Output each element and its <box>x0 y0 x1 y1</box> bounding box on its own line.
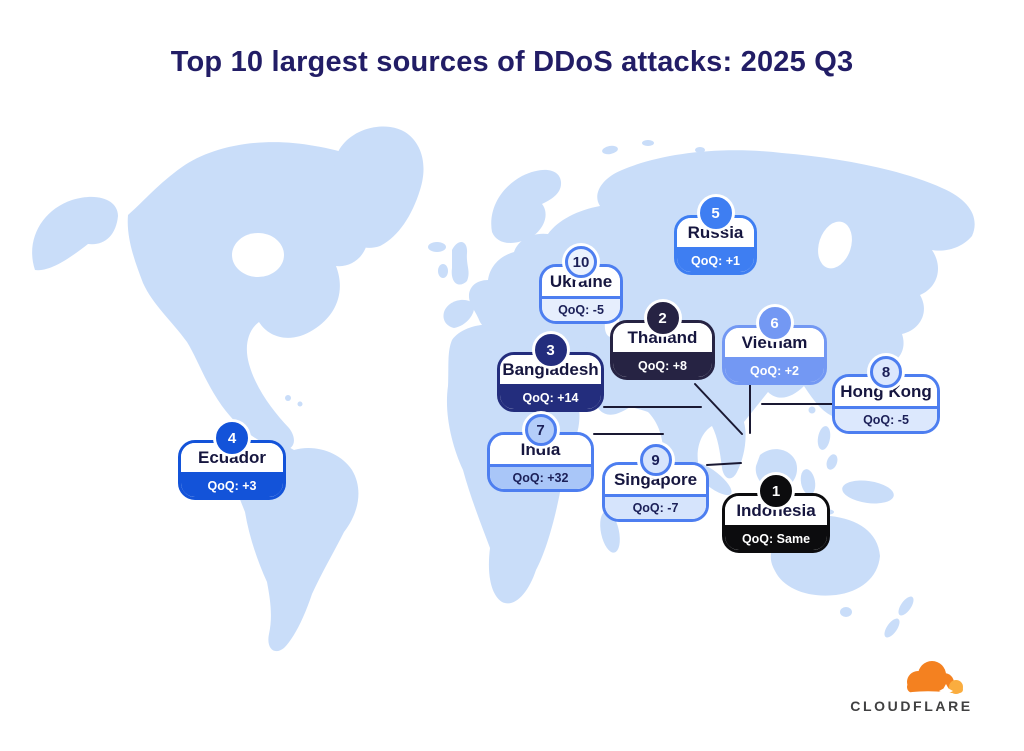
rank-badge: 4 <box>216 422 248 454</box>
connector-line-thailand <box>694 383 743 435</box>
cloudflare-wordmark: CLOUDFLARE <box>850 698 973 714</box>
connector-line-singapore <box>706 462 742 466</box>
country-callout-indonesia: 1 Indonesia QoQ: Same <box>722 475 830 553</box>
country-callout-vietnam: 6 Vietnam QoQ: +2 <box>722 307 827 385</box>
rank-badge: 6 <box>758 307 791 339</box>
country-callout-singapore: 9 Singapore QoQ: -7 <box>602 444 709 522</box>
qoq-change: QoQ: +2 <box>725 357 824 382</box>
cloudflare-cloud-icon <box>906 661 963 698</box>
rank-badge: 5 <box>699 197 732 229</box>
rank-badge: 7 <box>524 414 557 446</box>
country-callout-ecuador: 4 Ecuador QoQ: +3 <box>178 422 286 500</box>
country-callout-ukraine: 10 Ukraine QoQ: -5 <box>539 246 623 324</box>
country-callout-bangladesh: 3 Bangladesh QoQ: +14 <box>497 334 604 412</box>
qoq-change: QoQ: -7 <box>605 494 706 519</box>
rank-badge: 3 <box>534 334 567 366</box>
cloudflare-logo: CLOUDFLARE <box>829 658 994 714</box>
qoq-change: QoQ: -5 <box>542 296 620 321</box>
qoq-change: QoQ: +14 <box>500 384 601 409</box>
country-callout-russia: 5 Russia QoQ: +1 <box>674 197 757 275</box>
callout-card: India QoQ: +32 <box>487 432 594 492</box>
country-name: Ecuador <box>181 443 283 472</box>
country-callout-thailand: 2 Thailand QoQ: +8 <box>610 302 715 380</box>
country-name: Indonesia <box>725 496 827 525</box>
qoq-change: QoQ: +8 <box>613 352 712 377</box>
callout-card: Ukraine QoQ: -5 <box>539 264 623 324</box>
rank-badge: 1 <box>760 475 792 507</box>
country-callout-india: 7 India QoQ: +32 <box>487 414 594 492</box>
callout-card: Ecuador QoQ: +3 <box>178 440 286 500</box>
rank-badge: 9 <box>639 444 672 476</box>
country-name: Ukraine <box>542 267 620 296</box>
rank-badge: 8 <box>870 356 902 388</box>
qoq-change: QoQ: +1 <box>677 247 754 272</box>
country-callout-hong-kong: 8 Hong Kong QoQ: -5 <box>832 356 940 434</box>
rank-badge: 10 <box>565 246 597 278</box>
qoq-change: QoQ: +3 <box>181 472 283 497</box>
page-title: Top 10 largest sources of DDoS attacks: … <box>170 46 854 78</box>
rank-badge: 2 <box>646 302 679 334</box>
callout-card: Russia QoQ: +1 <box>674 215 757 275</box>
qoq-change: QoQ: Same <box>725 525 827 550</box>
qoq-change: QoQ: +32 <box>490 464 591 489</box>
qoq-change: QoQ: -5 <box>835 406 937 431</box>
country-name: Bangladesh <box>500 355 601 384</box>
